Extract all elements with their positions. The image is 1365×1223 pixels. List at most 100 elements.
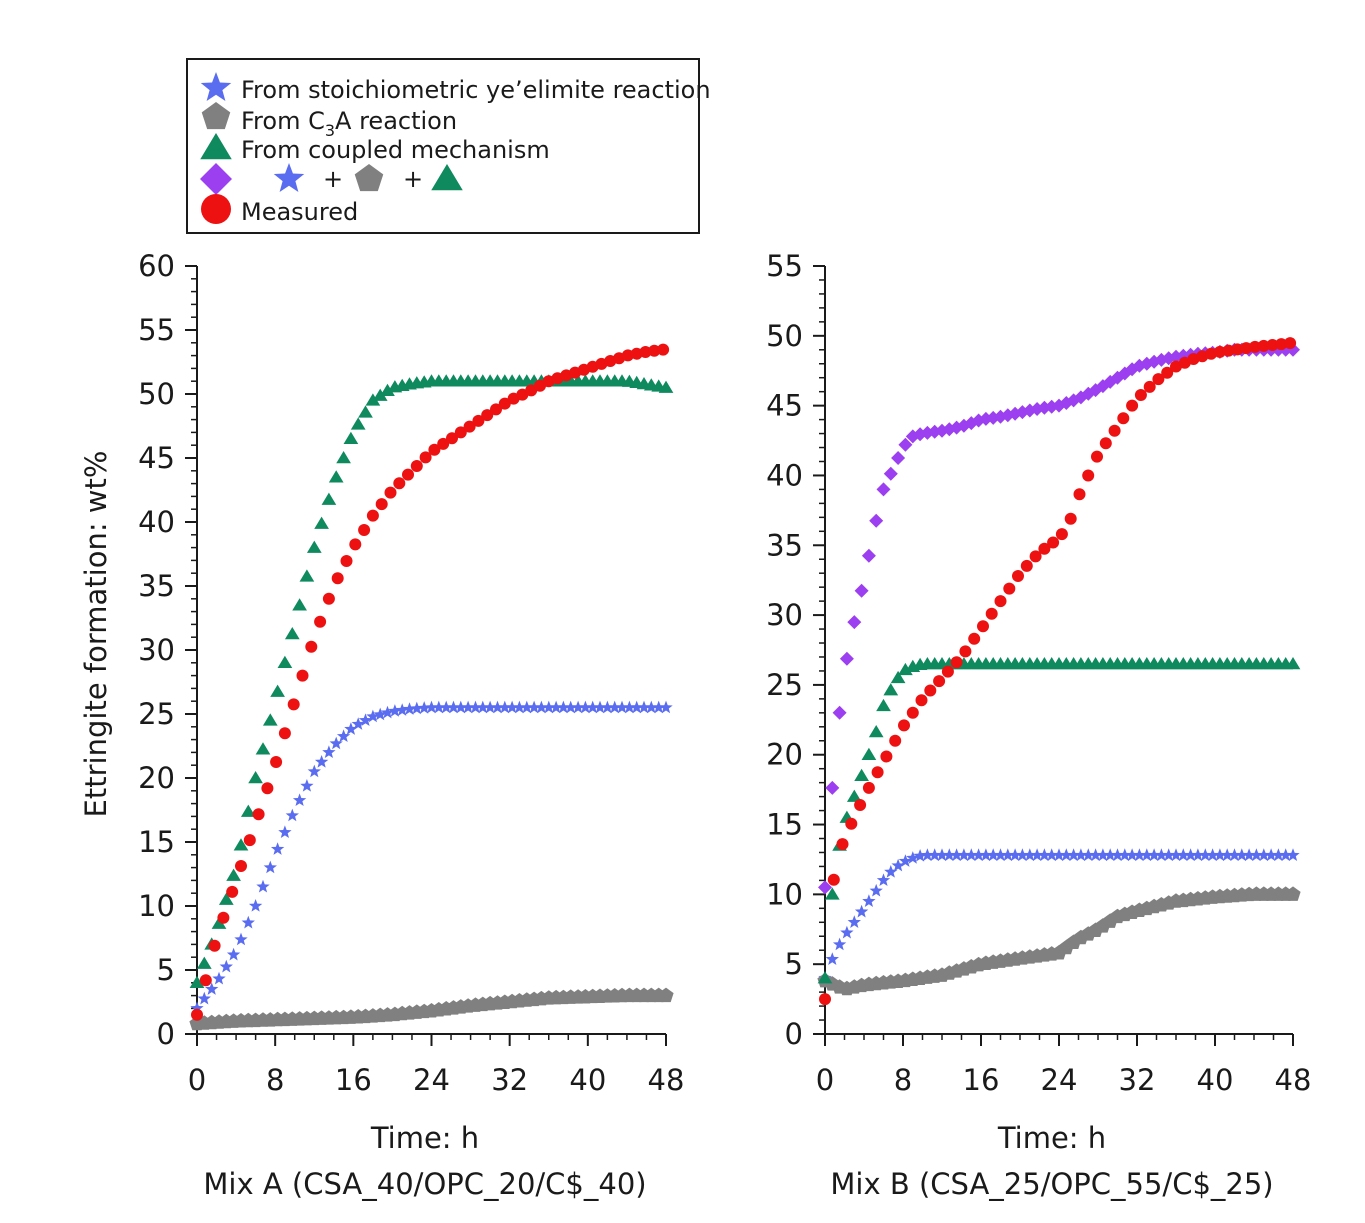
data-point-star xyxy=(1066,848,1081,861)
data-point-circle xyxy=(296,669,309,682)
data-point-circle xyxy=(1152,373,1165,386)
data-point-star xyxy=(483,700,497,714)
data-point-star xyxy=(854,904,869,918)
data-point-star xyxy=(446,700,461,714)
legend-pentagon-icon xyxy=(201,102,231,130)
data-point-diamond xyxy=(898,437,913,452)
data-point-circle xyxy=(1073,488,1086,501)
data-point-circle xyxy=(1108,424,1121,437)
x-tick-label: 32 xyxy=(491,1063,528,1097)
data-point-star xyxy=(862,894,876,907)
data-point-star xyxy=(556,700,571,714)
data-point-triangle xyxy=(846,789,862,802)
data-point-star xyxy=(322,745,336,759)
x-tick-label: 24 xyxy=(1041,1063,1078,1097)
data-point-star xyxy=(986,848,1000,861)
legend-star-icon xyxy=(200,72,232,101)
panel-b-caption: Mix B (CSA_25/OPC_55/C$_25) xyxy=(830,1167,1273,1201)
data-point-circle xyxy=(959,645,972,658)
data-point-diamond xyxy=(883,466,898,481)
data-point-star xyxy=(549,700,563,714)
data-point-star xyxy=(300,779,314,792)
data-point-diamond xyxy=(876,482,891,497)
data-point-star xyxy=(832,937,847,951)
panel-b-marks xyxy=(817,337,1301,1006)
y-tick-label: 5 xyxy=(785,947,803,981)
data-point-triangle xyxy=(817,971,833,984)
data-point-star xyxy=(212,971,226,985)
data-point-star xyxy=(373,707,387,721)
data-point-triangle xyxy=(240,804,256,817)
data-point-star xyxy=(1198,848,1212,861)
data-point-diamond xyxy=(825,780,840,795)
y-tick-label: 15 xyxy=(138,825,175,859)
panel-a-caption: Mix A (CSA_40/OPC_20/C$_40) xyxy=(203,1167,646,1201)
data-point-circle xyxy=(366,509,379,522)
data-point-triangle xyxy=(226,868,241,881)
data-point-circle xyxy=(880,750,893,763)
data-point-triangle xyxy=(321,492,337,505)
legend-plus-2: + xyxy=(403,165,423,193)
data-point-circle xyxy=(331,572,344,585)
y-tick-label: 45 xyxy=(766,389,803,423)
data-point-circle xyxy=(191,1008,203,1021)
data-point-star xyxy=(1059,848,1073,861)
data-point-circle xyxy=(1012,570,1024,582)
legend: From stoichiometric ye’elimite reaction … xyxy=(186,58,711,234)
data-point-triangle xyxy=(350,417,366,430)
data-point-circle xyxy=(915,694,928,707)
data-point-star xyxy=(964,848,978,861)
data-point-circle xyxy=(314,615,327,628)
legend-diamond-icon xyxy=(200,163,232,195)
data-point-triangle xyxy=(196,956,212,969)
data-point-circle xyxy=(340,555,353,567)
data-point-star xyxy=(1147,848,1161,861)
data-point-star xyxy=(205,982,219,995)
data-point-star xyxy=(1176,848,1190,861)
data-point-circle xyxy=(994,595,1007,608)
data-point-star xyxy=(263,860,277,874)
data-point-triangle xyxy=(380,383,395,397)
y-tick-label: 55 xyxy=(138,313,175,347)
data-point-circle xyxy=(845,817,858,830)
data-point-star xyxy=(454,700,468,714)
y-tick-label: 10 xyxy=(766,877,803,911)
legend-pentagon-icon xyxy=(354,164,384,192)
data-point-star xyxy=(248,899,263,912)
data-point-triangle xyxy=(262,713,278,726)
data-point-star xyxy=(336,729,351,743)
legend-marker-stoich xyxy=(200,72,232,101)
y-tick-label: 15 xyxy=(766,808,803,842)
data-point-triangle xyxy=(248,771,263,784)
data-point-star xyxy=(884,865,898,878)
data-point-circle xyxy=(384,486,397,499)
y-tick-label: 20 xyxy=(766,738,803,772)
data-point-triangle xyxy=(358,405,373,418)
data-point-circle xyxy=(1275,338,1288,351)
data-point-star xyxy=(1257,848,1271,861)
data-point-circle xyxy=(854,799,867,811)
data-point-circle xyxy=(199,974,212,987)
data-point-circle xyxy=(871,766,884,779)
data-point-star xyxy=(659,700,673,714)
y-axis-title: Ettringite formation: wt% xyxy=(79,451,113,818)
data-point-circle xyxy=(243,834,256,847)
data-point-star xyxy=(1015,848,1030,861)
data-point-star xyxy=(527,700,541,714)
data-point-star xyxy=(949,848,964,861)
data-point-star xyxy=(1220,848,1234,861)
x-tick-label: 48 xyxy=(1275,1063,1312,1097)
data-point-star xyxy=(512,700,527,714)
data-point-triangle xyxy=(898,662,913,676)
legend-marker-coupled xyxy=(200,133,232,160)
data-point-star xyxy=(1213,848,1227,861)
data-point-circle xyxy=(1047,536,1060,549)
legend-c3a-sub: 3 xyxy=(325,121,335,140)
legend-label-measured: Measured xyxy=(241,198,358,226)
data-point-star xyxy=(190,1001,204,1015)
data-point-triangle xyxy=(854,768,869,781)
y-tick-label: 25 xyxy=(766,668,803,702)
data-point-triangle xyxy=(868,725,884,738)
data-point-star xyxy=(637,700,651,714)
data-point-star xyxy=(1132,848,1147,861)
